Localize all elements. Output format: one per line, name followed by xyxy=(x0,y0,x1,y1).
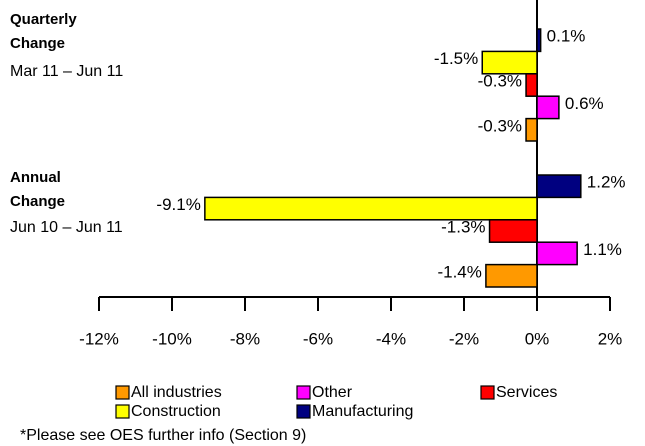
value-label: -1.5% xyxy=(434,49,478,68)
group-period: Mar 11 – Jun 11 xyxy=(10,63,124,80)
x-tick-label: 0% xyxy=(525,329,550,348)
legend-label: Services xyxy=(496,384,557,401)
value-label: -9.1% xyxy=(156,195,200,214)
legend-label: All industries xyxy=(131,384,222,401)
legend-swatch xyxy=(296,404,311,419)
value-label: 1.2% xyxy=(587,173,626,192)
legend-label: Manufacturing xyxy=(312,403,413,420)
bar xyxy=(525,117,538,142)
legend-swatch xyxy=(296,385,311,400)
x-tick-label: 2% xyxy=(598,329,623,348)
bar xyxy=(536,95,560,120)
legend-swatch xyxy=(115,385,130,400)
value-label: 0.6% xyxy=(565,94,604,113)
legend-label: Construction xyxy=(131,403,221,420)
footnote: *Please see OES further info (Section 9) xyxy=(20,427,306,444)
value-label: -0.3% xyxy=(478,116,522,135)
x-tick-label: -6% xyxy=(303,329,333,348)
x-tick-label: -4% xyxy=(376,329,406,348)
value-label: 0.1% xyxy=(547,27,586,46)
bar xyxy=(488,219,538,243)
bar xyxy=(536,241,578,266)
value-label: -1.4% xyxy=(437,262,481,281)
x-tick-label: -8% xyxy=(230,329,260,348)
bar xyxy=(536,174,582,199)
x-tick-label: -12% xyxy=(79,329,119,348)
bar xyxy=(481,50,538,75)
group-label: Quarterly Change xyxy=(10,11,77,52)
bar xyxy=(485,263,538,288)
value-label: 1.1% xyxy=(583,240,622,259)
group-period: Jun 10 – Jun 11 xyxy=(10,219,123,236)
bar xyxy=(525,73,538,97)
bar xyxy=(204,196,538,221)
legend-swatch xyxy=(480,385,495,400)
x-tick-label: -2% xyxy=(449,329,479,348)
legend-swatch xyxy=(115,404,130,419)
group-label: Annual Change xyxy=(10,169,66,210)
legend-label: Other xyxy=(312,384,353,401)
value-label: -0.3% xyxy=(478,71,522,90)
bar xyxy=(536,28,542,53)
x-tick-label: -10% xyxy=(152,329,192,348)
value-label: -1.3% xyxy=(441,217,485,236)
